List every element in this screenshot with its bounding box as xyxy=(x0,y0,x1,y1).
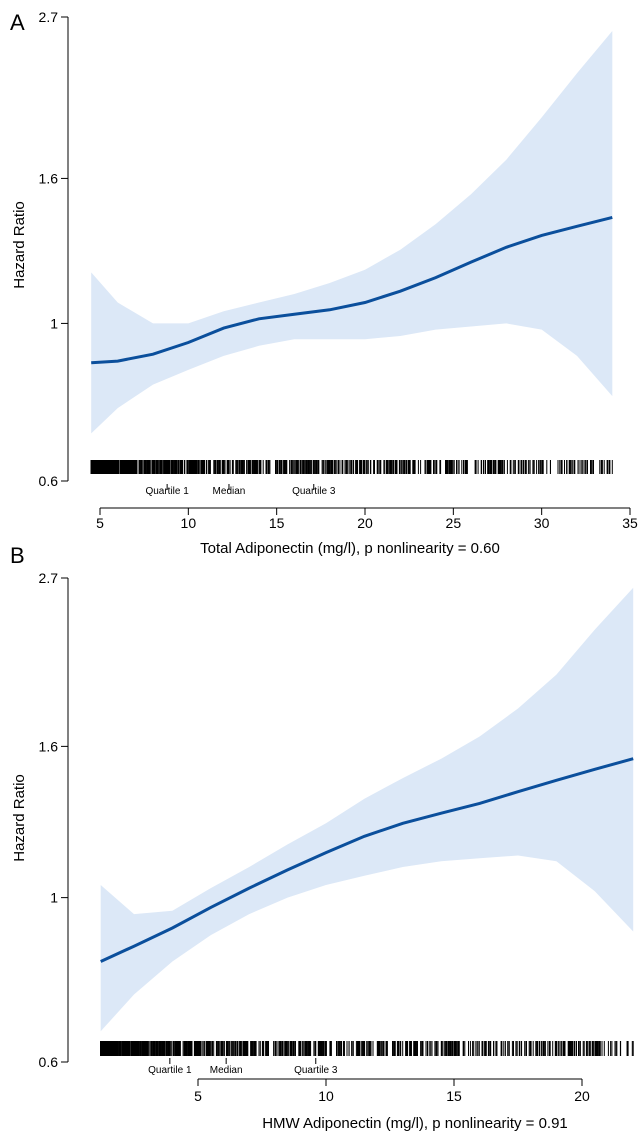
quartile-label: Quartile 1 xyxy=(145,486,189,497)
panel-letter: A xyxy=(10,10,25,35)
panel-letter: B xyxy=(10,543,25,568)
hazard-ratio-curve xyxy=(91,215,613,365)
quartile-label: Quartile 3 xyxy=(294,1065,338,1076)
x-axis-ticks: 5 10 15 20 25 30 35 xyxy=(96,508,638,531)
x-axis-ticks: 5 10 15 20 xyxy=(194,1079,590,1104)
x-tick-label: 5 xyxy=(96,515,104,531)
x-tick-label: 10 xyxy=(318,1088,334,1104)
y-tick-label: 1.6 xyxy=(39,170,59,186)
x-tick-label: 15 xyxy=(269,515,285,531)
x-tick-label: 30 xyxy=(534,515,550,531)
x-tick-label: 5 xyxy=(194,1088,202,1104)
panel-a: A 0.6 1 1.6 2.7 Hazard Ratio Quartile 1 Medi… xyxy=(10,9,638,557)
x-tick-label: 20 xyxy=(574,1088,590,1104)
rug-plot xyxy=(90,460,613,474)
x-tick-label: 20 xyxy=(357,515,373,531)
y-axis-title: Hazard Ratio xyxy=(11,774,28,862)
quartile-markers: Quartile 1 Median Quartile 3 xyxy=(148,1058,338,1076)
y-tick-label: 1 xyxy=(50,315,58,331)
y-tick-label: 1.6 xyxy=(39,738,59,754)
y-tick-label: 0.6 xyxy=(39,473,59,489)
y-tick-label: 1 xyxy=(50,890,58,906)
panel-b: B 0.6 1 1.6 2.7 Hazard Ratio Quartile 1 Medi… xyxy=(10,543,634,1132)
rug-plot xyxy=(100,1041,634,1056)
quartile-label: Median xyxy=(213,486,246,497)
x-tick-label: 10 xyxy=(181,515,197,531)
hazard-ratio-curve xyxy=(100,757,634,963)
quartile-markers: Quartile 1 Median Quartile 3 xyxy=(145,484,336,497)
x-tick-label: 35 xyxy=(622,515,638,531)
x-axis-title: Total Adiponectin (mg/l), p nonlinearity… xyxy=(200,540,500,557)
y-tick-label: 2.7 xyxy=(39,9,59,25)
quartile-label: Quartile 1 xyxy=(148,1065,192,1076)
quartile-label: Median xyxy=(210,1065,243,1076)
y-axis-ticks: 0.6 1 1.6 2.7 xyxy=(39,570,68,1070)
y-tick-label: 2.7 xyxy=(39,570,59,586)
y-axis-title: Hazard Ratio xyxy=(11,201,28,289)
quartile-label: Quartile 3 xyxy=(292,486,336,497)
x-axis-title: HMW Adiponectin (mg/l), p nonlinearity =… xyxy=(262,1115,568,1132)
confidence-band xyxy=(100,587,634,1032)
y-tick-label: 0.6 xyxy=(39,1054,59,1070)
confidence-band xyxy=(91,31,613,434)
y-axis-ticks: 0.6 1 1.6 2.7 xyxy=(39,9,68,489)
x-tick-label: 15 xyxy=(446,1088,462,1104)
x-tick-label: 25 xyxy=(446,515,462,531)
